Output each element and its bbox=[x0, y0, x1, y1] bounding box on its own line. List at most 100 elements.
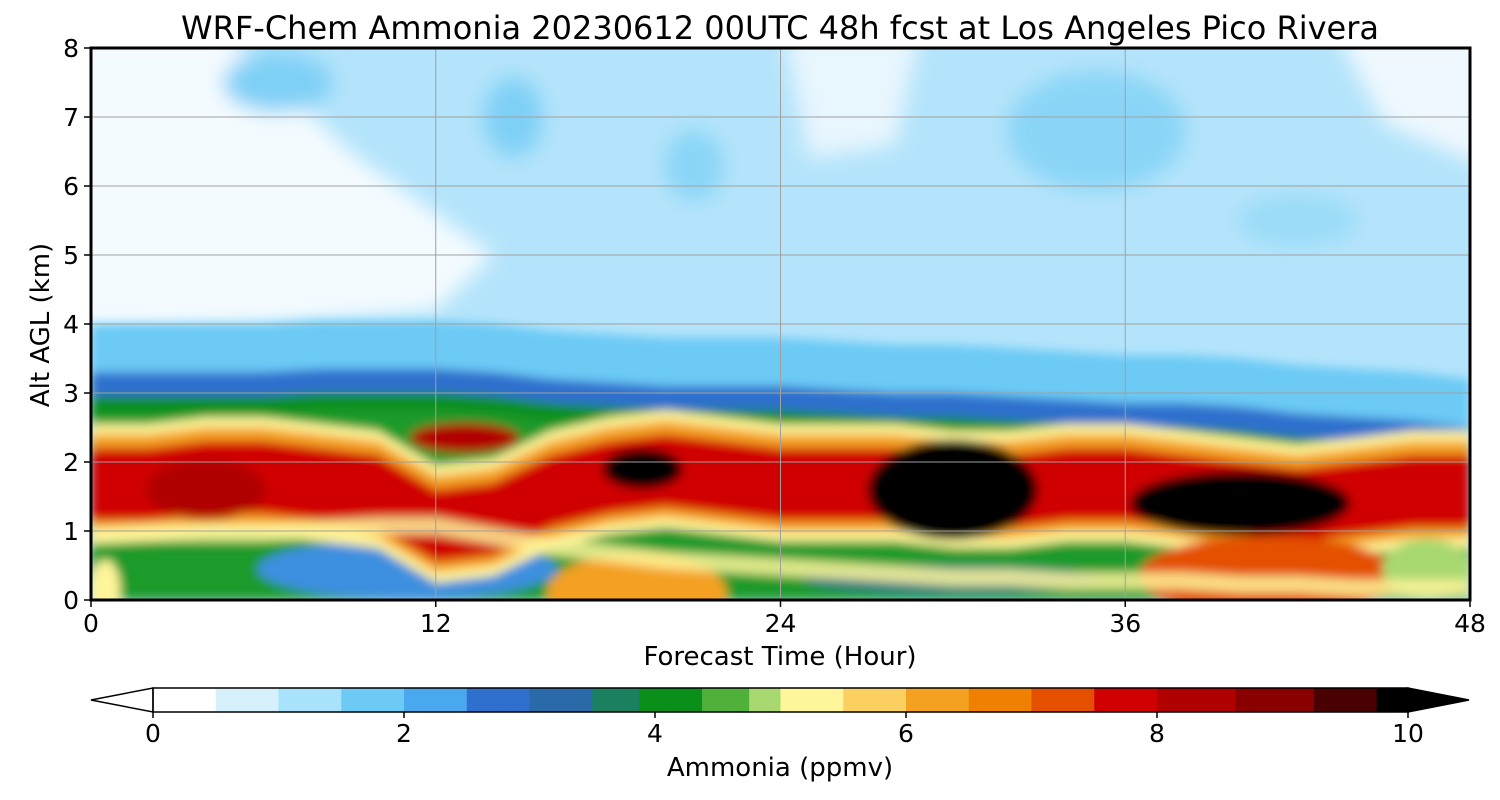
colorbar-segment bbox=[1298, 688, 1315, 712]
colorbar-segment bbox=[780, 688, 797, 712]
colorbar-segment bbox=[1376, 688, 1393, 712]
colorbar-segment bbox=[576, 688, 593, 712]
colorbar-segment bbox=[1094, 688, 1111, 712]
colorbar-segment bbox=[545, 688, 562, 712]
colorbar-segment bbox=[607, 688, 625, 712]
colorbar-segment bbox=[404, 688, 421, 712]
colorbar-segment bbox=[749, 688, 766, 712]
heatmap-field bbox=[91, 48, 1470, 600]
y-tick-label: 1 bbox=[63, 517, 79, 546]
colorbar-segment bbox=[1329, 688, 1346, 712]
colorbar-segment bbox=[1000, 688, 1017, 712]
y-tick-label: 5 bbox=[63, 241, 79, 270]
colorbar-segment bbox=[1172, 688, 1189, 712]
colorbar-segment bbox=[858, 688, 876, 712]
colorbar-segment bbox=[498, 688, 515, 712]
y-tick-label: 4 bbox=[63, 310, 79, 339]
colorbar-tick-label: 8 bbox=[1149, 719, 1165, 748]
clean-air-patch bbox=[787, 48, 917, 159]
x-axis-label: Forecast Time (Hour) bbox=[643, 642, 916, 672]
colorbar-segment bbox=[984, 688, 1001, 712]
y-axis-ticks: 0 1 2 3 4 5 6 7 8 bbox=[63, 34, 91, 615]
colorbar-segment bbox=[921, 688, 938, 712]
colorbar-segment bbox=[1188, 688, 1205, 712]
y-tick-label: 8 bbox=[63, 34, 79, 63]
colorbar-segment bbox=[529, 688, 546, 712]
colorbar-segment bbox=[1251, 688, 1268, 712]
colorbar-segment bbox=[1031, 688, 1048, 712]
x-tick-label: 12 bbox=[420, 609, 452, 638]
colorbar-segment bbox=[356, 688, 374, 712]
colorbar-segment bbox=[482, 688, 499, 712]
clean-air-region bbox=[91, 48, 494, 330]
colorbar-segment bbox=[341, 688, 358, 712]
colorbar-segment bbox=[200, 688, 217, 712]
colorbar-segment bbox=[1141, 688, 1158, 712]
colorbar-label: Ammonia (ppmv) bbox=[667, 753, 893, 783]
colorbar-segment bbox=[435, 688, 452, 712]
colorbar-segment bbox=[513, 688, 531, 712]
colorbar-segment bbox=[466, 688, 484, 712]
colorbar-segment bbox=[153, 688, 170, 712]
peak-2 bbox=[867, 439, 1038, 540]
colorbar-segment bbox=[184, 688, 201, 712]
dark-red-1 bbox=[145, 459, 266, 520]
grid-lines bbox=[91, 48, 1470, 600]
colorbar-segment bbox=[1047, 688, 1064, 712]
x-tick-label: 48 bbox=[1454, 609, 1486, 638]
colorbar-segment bbox=[717, 688, 735, 712]
colorbar-segment bbox=[906, 688, 923, 712]
colorbar-max-extend bbox=[1407, 687, 1470, 713]
blue-patch bbox=[664, 130, 725, 201]
y-tick-label: 6 bbox=[63, 172, 79, 201]
y-axis-label: Alt AGL (km) bbox=[26, 243, 56, 407]
colorbar-segment bbox=[655, 688, 672, 712]
y-tick-label: 0 bbox=[63, 586, 79, 615]
boundary-layer bbox=[91, 320, 1470, 600]
colorbar-segment bbox=[1062, 688, 1080, 712]
colorbar-segment bbox=[372, 688, 389, 712]
colorbar-segment bbox=[1204, 688, 1221, 712]
y-tick-label: 7 bbox=[63, 103, 79, 132]
colorbar-segment bbox=[733, 688, 750, 712]
colorbar-segment bbox=[1313, 688, 1331, 712]
colorbar-min-extend bbox=[90, 687, 154, 713]
colorbar-segment bbox=[874, 688, 891, 712]
colorbar-segment bbox=[1219, 688, 1237, 712]
upper-air-layer bbox=[91, 48, 1470, 330]
colorbar-segment bbox=[796, 688, 813, 712]
x-tick-label: 24 bbox=[765, 609, 797, 638]
y-tick-label: 2 bbox=[63, 448, 79, 477]
colorbar-segment bbox=[764, 688, 782, 712]
colorbar-segment bbox=[702, 688, 719, 712]
chart-title: WRF-Chem Ammonia 20230612 00UTC 48h fcst… bbox=[181, 9, 1379, 47]
colorbar-segment bbox=[419, 688, 436, 712]
colorbar-segment bbox=[639, 688, 656, 712]
dark-red-2 bbox=[409, 422, 520, 453]
colorbar-segment bbox=[890, 688, 907, 712]
colorbar-segment bbox=[1266, 688, 1284, 712]
colorbar-segment bbox=[592, 688, 609, 712]
colorbar-segment bbox=[325, 688, 342, 712]
colorbar-tick-label: 2 bbox=[396, 719, 412, 748]
colorbar-segment bbox=[1125, 688, 1142, 712]
colorbar-tick-label: 6 bbox=[898, 719, 914, 748]
colorbar-segment bbox=[811, 688, 829, 712]
colorbar-segment bbox=[1078, 688, 1095, 712]
colorbar-segment bbox=[1360, 688, 1378, 712]
colorbar-segment bbox=[215, 688, 233, 712]
colorbar-segment bbox=[1345, 688, 1362, 712]
colorbar-segment bbox=[1235, 688, 1252, 712]
surface-yellow bbox=[91, 559, 121, 600]
colorbar-segment bbox=[388, 688, 405, 712]
colorbar-tick-label: 4 bbox=[647, 719, 663, 748]
colorbar-segment bbox=[231, 688, 248, 712]
x-tick-label: 36 bbox=[1109, 609, 1141, 638]
colorbar-segment bbox=[168, 688, 185, 712]
colorbar-segment bbox=[247, 688, 264, 712]
colorbar-segment bbox=[1392, 688, 1409, 712]
colorbar-segment bbox=[1015, 688, 1033, 712]
colorbar-segment bbox=[1109, 688, 1127, 712]
colorbar-segment bbox=[262, 688, 280, 712]
